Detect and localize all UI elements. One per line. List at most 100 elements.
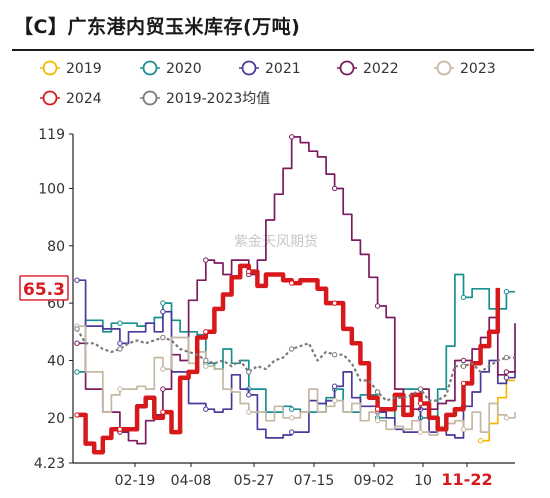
- data-point: [203, 257, 209, 263]
- legend-marker-2019-2023: [142, 90, 158, 106]
- data-point: [460, 363, 467, 369]
- data-point: [160, 409, 166, 415]
- data-point: [289, 406, 295, 412]
- data-point: [374, 389, 381, 395]
- series-2024: [74, 263, 501, 455]
- y-tick-label: 80: [47, 239, 65, 255]
- series-2019: [477, 379, 515, 444]
- data-point: [117, 340, 123, 346]
- legend-marker-2024: [42, 90, 58, 106]
- legend-marker-2019: [42, 60, 58, 76]
- data-point: [477, 438, 484, 444]
- data-point: [417, 386, 424, 392]
- data-point: [117, 320, 123, 326]
- data-point: [503, 354, 510, 361]
- legend-label-2023: 2023: [460, 61, 496, 77]
- series-2022: [74, 134, 516, 445]
- data-point: [289, 280, 295, 286]
- x-tick-label: 07-15: [294, 473, 335, 489]
- data-point: [460, 357, 467, 364]
- data-point: [503, 369, 510, 375]
- data-point: [374, 417, 381, 424]
- legend-item-2022: 2022: [337, 60, 399, 77]
- y-tick-label: 119: [38, 127, 65, 143]
- data-point: [289, 415, 295, 421]
- legend-label-2024: 2024: [66, 91, 102, 107]
- legend-item-2019: 2019: [40, 60, 102, 77]
- data-point: [289, 429, 295, 435]
- data-point: [331, 300, 338, 306]
- data-point: [503, 288, 510, 295]
- series-line-2019-2023: [76, 328, 515, 402]
- series-2023: [74, 323, 516, 436]
- data-point: [289, 134, 295, 140]
- title-divider: [12, 49, 534, 51]
- legend-marker-2023: [436, 60, 452, 76]
- data-point: [246, 268, 252, 275]
- data-point: [203, 357, 209, 364]
- data-point: [503, 374, 510, 381]
- legend-marker-2020: [142, 60, 158, 76]
- x-tick-label: 09-02: [354, 473, 395, 489]
- legend-marker-2022: [339, 60, 355, 76]
- data-point: [417, 400, 424, 407]
- data-point: [374, 406, 381, 412]
- x-tick-label: 04-08: [171, 473, 212, 489]
- data-point: [460, 294, 467, 301]
- data-point: [160, 366, 166, 372]
- data-point: [74, 369, 80, 375]
- legend-item-2019-2023: 2019-2023均值: [140, 90, 270, 107]
- y-tick-label: 40: [47, 353, 65, 369]
- data-point: [160, 334, 166, 341]
- x-tick-label: 10: [414, 473, 432, 489]
- y-tick-label: 20: [47, 411, 65, 427]
- data-point: [160, 300, 166, 306]
- data-point: [246, 369, 252, 375]
- legend-label-2019-2023: 2019-2023均值: [166, 91, 270, 107]
- data-point: [74, 326, 80, 332]
- series-line-2022: [77, 136, 516, 445]
- data-point: [117, 426, 123, 432]
- data-point: [117, 386, 123, 392]
- series-2019-2023: [74, 326, 515, 402]
- legend-label-2022: 2022: [363, 61, 399, 77]
- data-point: [331, 185, 338, 192]
- data-point: [331, 352, 338, 358]
- data-point: [503, 415, 510, 421]
- data-point: [203, 406, 209, 412]
- data-point: [74, 412, 80, 418]
- last-value-label: 65.3: [23, 280, 65, 300]
- legend-item-2024: 2024: [40, 90, 102, 107]
- series-line-2021: [77, 279, 516, 439]
- legend-label-2019: 2019: [66, 61, 102, 77]
- legend-marker-2021: [241, 60, 257, 76]
- legend-label-2021: 2021: [265, 61, 301, 77]
- data-point: [74, 277, 80, 283]
- chart-title: 【C】广东港内贸玉米库存(万吨): [14, 16, 301, 38]
- x-tick-label: 02-19: [115, 473, 156, 489]
- data-point: [289, 346, 295, 352]
- legend-item-2021: 2021: [239, 60, 301, 77]
- data-point: [460, 426, 467, 432]
- data-point: [331, 383, 338, 389]
- data-point: [160, 386, 166, 392]
- series-line-2020: [77, 273, 515, 419]
- data-point: [331, 397, 338, 404]
- data-point: [203, 363, 209, 369]
- x-tick-label-current: 11-22: [441, 470, 492, 489]
- y-tick-label: 100: [38, 181, 65, 197]
- data-point: [160, 309, 166, 315]
- last-value-box: [19, 275, 69, 301]
- legend-label-2020: 2020: [166, 61, 202, 77]
- watermark: 紫金天风期货: [234, 233, 318, 250]
- data-point: [203, 329, 209, 335]
- data-point: [117, 346, 123, 352]
- data-point: [417, 429, 424, 435]
- data-point: [246, 392, 252, 398]
- legend-item-2020: 2020: [140, 60, 202, 77]
- data-point: [74, 340, 80, 346]
- data-point: [460, 380, 467, 387]
- data-point: [246, 409, 252, 415]
- data-point: [374, 303, 381, 309]
